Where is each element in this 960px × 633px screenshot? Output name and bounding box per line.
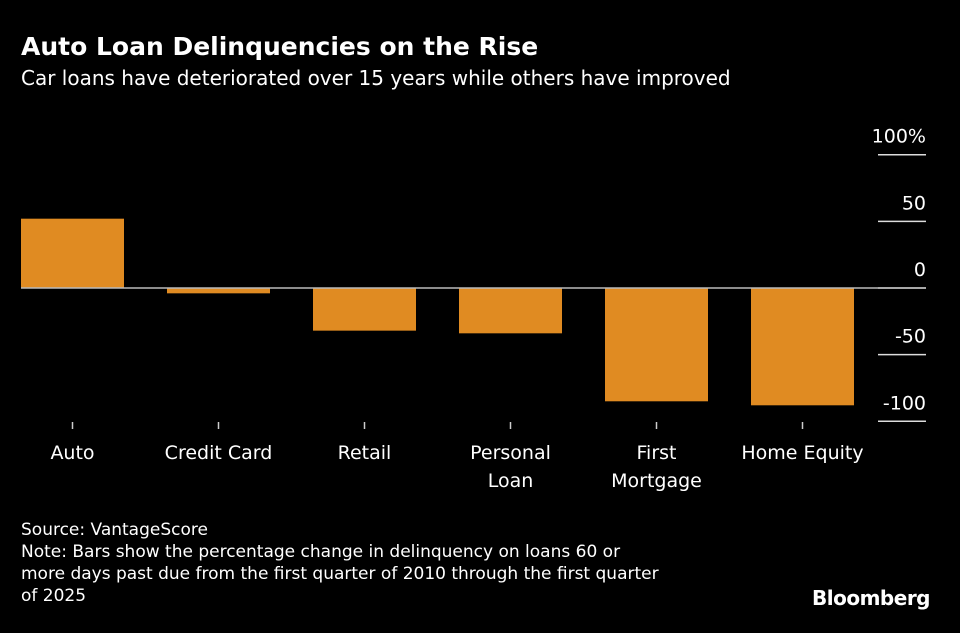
x-tick-label: Mortgage — [611, 470, 702, 492]
source-text: Source: VantageScore — [21, 520, 208, 540]
x-tick-label: Loan — [488, 470, 534, 492]
y-tick-label: 100% — [872, 126, 926, 148]
bloomberg-logo: Bloomberg — [812, 586, 930, 610]
note-line-1: Note: Bars show the percentage change in… — [21, 542, 621, 562]
y-tick-label: 50 — [902, 192, 926, 214]
x-tick-label: Retail — [338, 442, 392, 464]
x-tick-label: Home Equity — [741, 442, 863, 464]
note-line-2: more days past due from the first quarte… — [21, 564, 659, 584]
chart-subtitle: Car loans have deteriorated over 15 year… — [21, 66, 731, 90]
y-tick-label: -50 — [895, 326, 926, 348]
bar — [605, 288, 708, 402]
bar — [21, 218, 124, 288]
x-tick-label: Personal — [470, 442, 551, 464]
x-tick-label: Auto — [50, 442, 94, 464]
x-tick-label: First — [637, 442, 677, 464]
bar — [167, 288, 270, 294]
bar — [751, 288, 854, 406]
chart-title: Auto Loan Delinquencies on the Rise — [21, 32, 539, 61]
bar — [459, 288, 562, 334]
note-line-3: of 2025 — [21, 586, 87, 606]
x-tick-label: Credit Card — [165, 442, 273, 464]
y-tick-label: -100 — [883, 392, 926, 414]
y-tick-label: 0 — [914, 259, 926, 281]
bar — [313, 288, 416, 331]
